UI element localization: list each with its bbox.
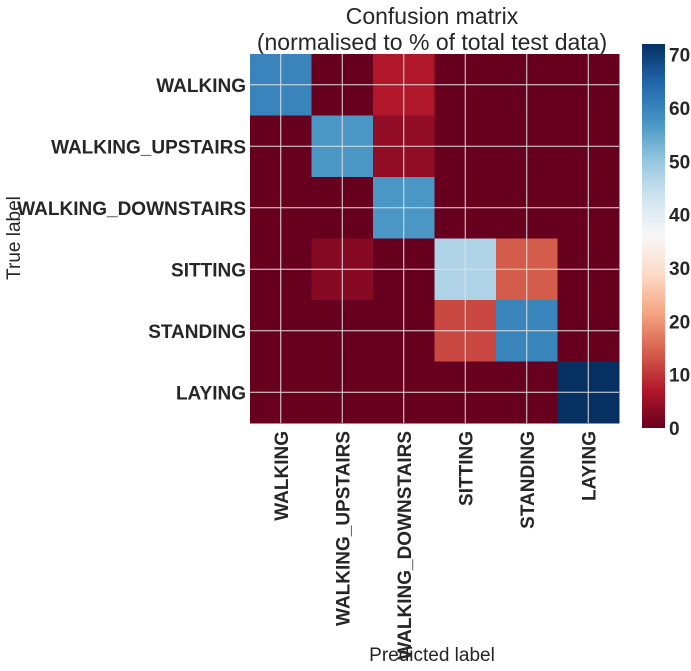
x-tick-label: STANDING [518,431,539,529]
y-axis-label: True label [4,196,25,280]
x-tick-label: WALKING_DOWNSTAIRS [395,431,416,660]
chart-title-line-2: (normalised to % of total test data) [257,29,607,55]
colorbar-tick-label: 0 [669,419,680,440]
x-axis-label: Predicted label [369,645,495,666]
chart-title-line-1: Confusion matrix [346,3,519,29]
colorbar-tick-label: 70 [669,46,690,67]
x-tick-label: SITTING [456,431,477,506]
colorbar-tick-label: 10 [669,366,690,387]
x-tick-label: WALKING_UPSTAIRS [333,431,354,626]
colorbar-tick-label: 50 [669,152,690,173]
colorbar-ticks: 0 10 20 30 40 50 60 70 [669,46,690,440]
colorbar-tick-label: 60 [669,99,690,120]
colorbar-tick-label: 30 [669,259,690,280]
y-tick-label: STANDING [148,322,246,343]
y-tick-label: WALKING_DOWNSTAIRS [17,199,246,220]
y-tick-label: LAYING [176,383,246,404]
y-tick-label: SITTING [171,260,246,281]
x-tick-label: LAYING [579,431,600,501]
y-tick-label: WALKING [156,76,246,97]
heatmap-grid [250,54,619,423]
colorbar-tick-label: 40 [669,206,690,227]
y-tick-labels: WALKING WALKING_UPSTAIRS WALKING_DOWNSTAIR… [17,76,246,405]
y-tick-label: WALKING_UPSTAIRS [51,137,246,158]
colorbar-tick-label: 20 [669,312,690,333]
heatmap-cells [250,54,620,424]
colorbar [642,44,665,428]
x-tick-labels: WALKING WALKING_UPSTAIRS WALKING_DOWNSTAIR… [272,431,601,660]
x-tick-label: WALKING [272,431,293,521]
